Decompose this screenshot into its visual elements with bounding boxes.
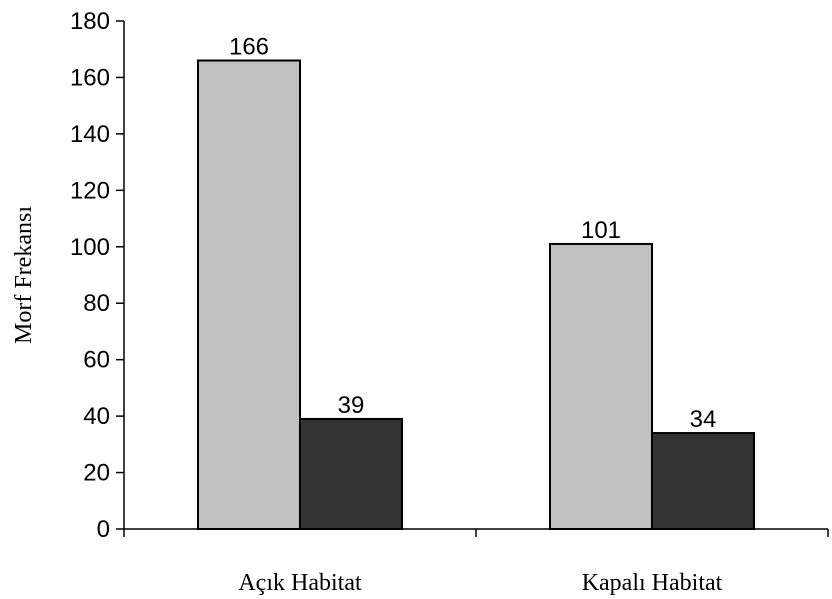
bars <box>197 59 755 531</box>
bar <box>549 242 653 530</box>
y-tick-label: 160 <box>70 64 110 91</box>
x-axis: Açık Habitat Kapalı Habitat <box>123 528 829 596</box>
y-tick-label: 140 <box>70 121 110 148</box>
bar-value-label: 34 <box>690 406 717 433</box>
y-tick-label: 60 <box>83 347 110 374</box>
bar-value-label: 166 <box>229 34 269 61</box>
y-axis: 0 20 40 60 80 100 120 140 160 180 <box>70 8 125 543</box>
y-tick-label: 80 <box>83 290 110 317</box>
y-tick-label: 20 <box>83 460 110 487</box>
x-category-label: Kapalı Habitat <box>582 570 723 596</box>
bar <box>197 59 301 531</box>
bar-value-label: 39 <box>338 392 365 419</box>
y-tick-label: 0 <box>97 516 110 543</box>
bar <box>651 432 755 530</box>
bar <box>299 417 403 530</box>
x-category-label: Açık Habitat <box>238 570 362 596</box>
data-labels: 166 39 101 34 <box>229 34 716 434</box>
y-axis-title: Morf Frekansı <box>11 206 37 344</box>
y-tick-label: 180 <box>70 8 110 35</box>
y-tick-label: 40 <box>83 403 110 430</box>
bar-value-label: 101 <box>581 217 621 244</box>
y-tick-label: 100 <box>70 234 110 261</box>
y-tick-label: 120 <box>70 177 110 204</box>
